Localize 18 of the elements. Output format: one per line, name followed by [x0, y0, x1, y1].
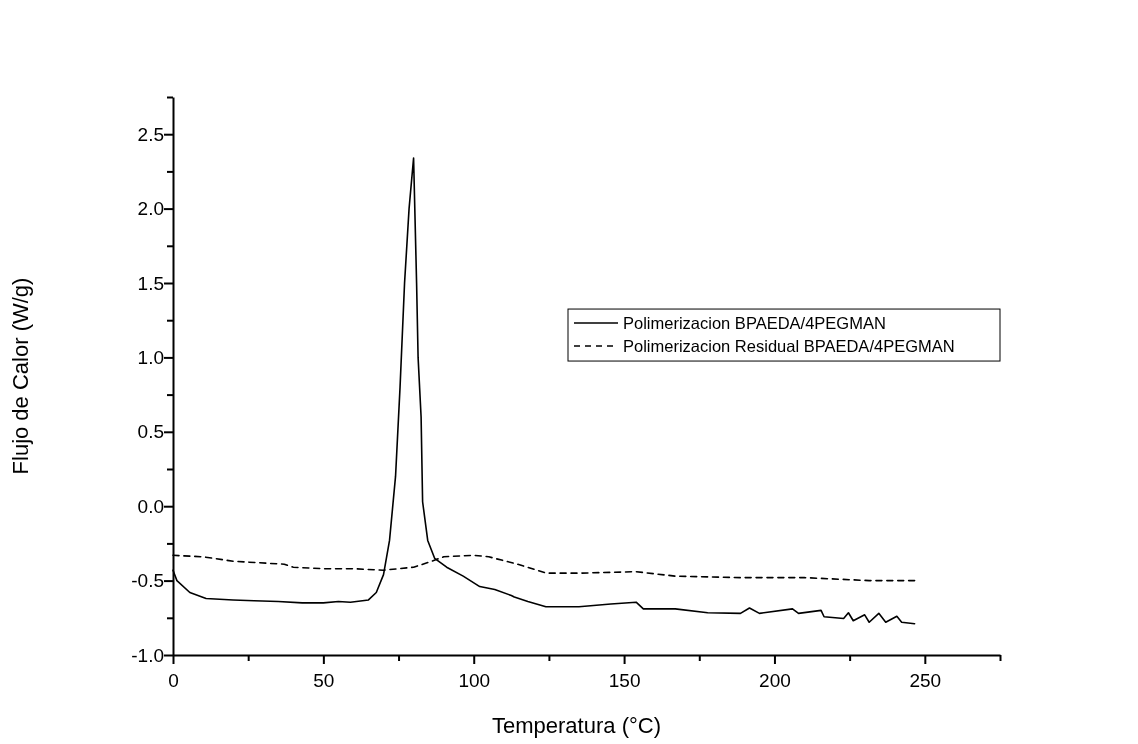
x-axis-title: Temperatura (°C) [492, 713, 661, 738]
y-tick-label: 2.0 [137, 198, 164, 220]
y-tick-label: -1.0 [131, 644, 164, 666]
y-tick-label: 2.5 [137, 123, 164, 145]
x-tick-label: 0 [168, 669, 179, 691]
y-tick-label: -0.5 [131, 570, 164, 592]
y-tick-label: 0.5 [137, 421, 164, 443]
y-tick-label: 0.0 [137, 495, 164, 517]
y-tick-label: 1.5 [137, 272, 164, 294]
x-tick-label: 250 [909, 669, 942, 691]
legend-label: Polimerizacion BPAEDA/4PEGMAN [623, 314, 886, 333]
y-axis-title: Flujo de Calor (W/g) [8, 277, 33, 475]
x-tick-label: 100 [458, 669, 491, 691]
x-tick-label: 50 [313, 669, 335, 691]
y-tick-label: 1.0 [137, 346, 164, 368]
x-tick-label: 150 [608, 669, 641, 691]
x-tick-label: 200 [759, 669, 791, 691]
legend-label: Polimerizacion Residual BPAEDA/4PEGMAN [623, 337, 955, 356]
